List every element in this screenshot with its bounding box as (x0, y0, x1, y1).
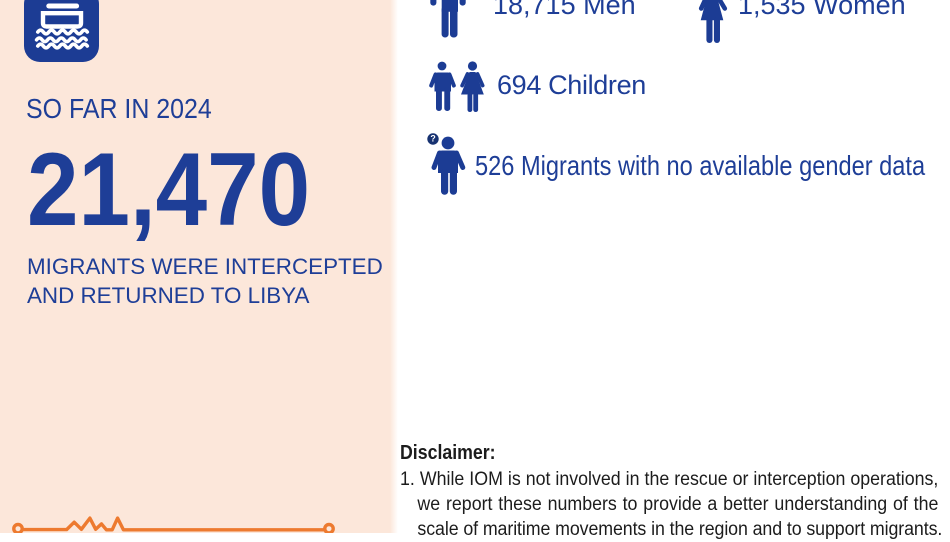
svg-text:?: ? (430, 133, 435, 143)
